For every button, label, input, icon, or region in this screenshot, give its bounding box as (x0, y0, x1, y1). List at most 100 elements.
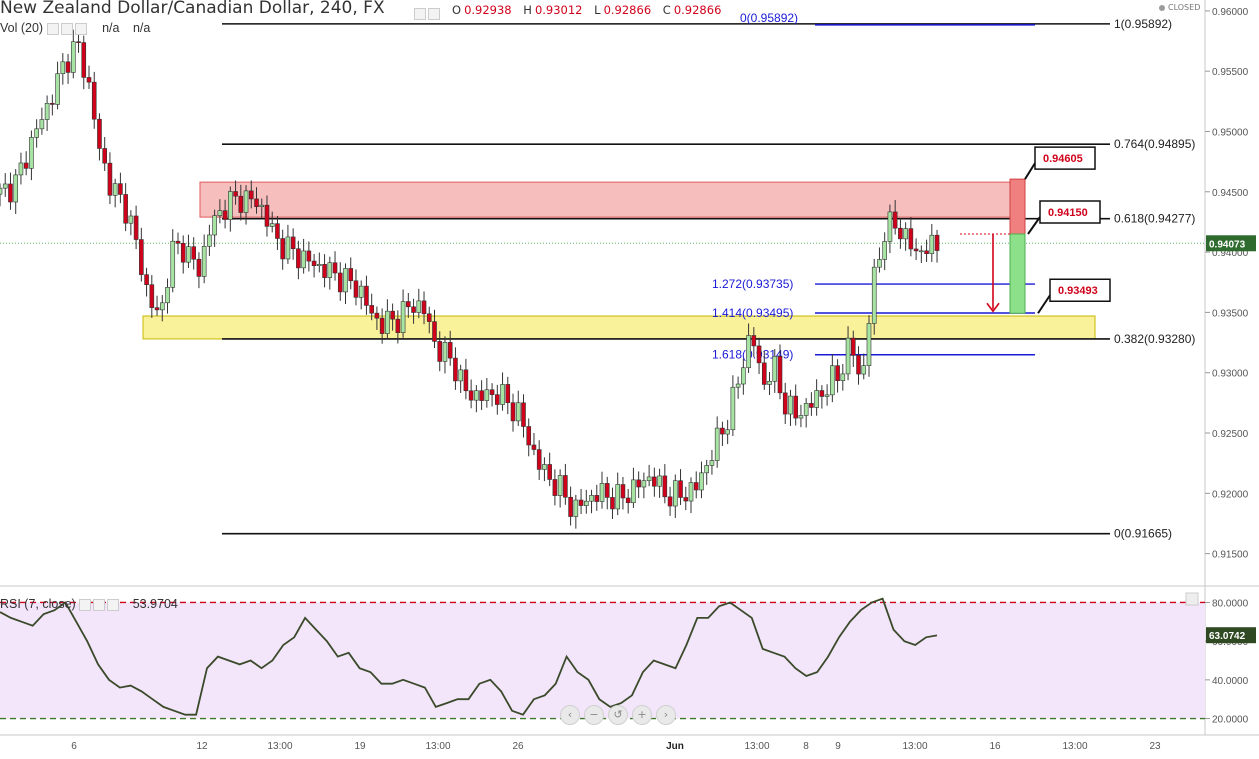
close-icon[interactable] (107, 598, 120, 611)
zoom-in-icon[interactable]: + (632, 705, 652, 725)
stop-callout-box (1034, 146, 1096, 170)
bearish-candle (81, 42, 87, 78)
bullish-candle (228, 191, 233, 220)
bearish-candle (50, 102, 55, 105)
bullish-candle (735, 383, 741, 388)
rsi-label[interactable]: RSI (7, close) (0, 597, 76, 611)
bearish-candle (913, 248, 919, 252)
bearish-candle (552, 479, 558, 496)
fib-level-label: 0(0.91665) (1114, 527, 1172, 541)
stop-callout-label: 0.94605 (1043, 153, 1083, 165)
time-axis-label: 23 (1149, 741, 1161, 752)
bearish-candle (390, 310, 395, 320)
bearish-candle (437, 341, 443, 362)
bullish-candle (803, 403, 809, 416)
target-callout-box (1049, 278, 1111, 302)
market-status: CLOSED (1159, 3, 1200, 12)
bullish-candle (442, 342, 448, 362)
price-axis-strip (1205, 0, 1259, 735)
bullish-candle (877, 259, 882, 268)
bearish-candle (91, 81, 97, 120)
bearish-candle (364, 285, 369, 306)
time-axis-label: 19 (354, 741, 366, 752)
rsi-tick-label: 40.0000 (1212, 676, 1249, 687)
bullish-candle (824, 394, 830, 397)
time-axis-label: 26 (512, 741, 524, 752)
entry-callout-label: 0.94150 (1048, 207, 1088, 219)
bullish-candle (259, 204, 265, 208)
bearish-candle (8, 183, 13, 203)
time-axis-label: 9 (835, 741, 841, 752)
bearish-candle (489, 389, 495, 395)
bearish-candle (856, 355, 861, 375)
current-price-badge (1206, 235, 1256, 252)
bearish-candle (254, 198, 259, 208)
bullish-candle (589, 495, 594, 502)
time-axis-label: 6 (71, 741, 77, 752)
bearish-candle (819, 390, 825, 397)
ohlc-low-value: 0.92866 (603, 3, 652, 17)
bearish-candle (447, 342, 453, 359)
bearish-candle (107, 162, 113, 196)
zoom-out-icon[interactable]: − (584, 705, 604, 725)
bullish-candle (18, 162, 24, 176)
eye-icon[interactable] (414, 7, 426, 20)
settings-icon[interactable] (60, 22, 73, 35)
bullish-candle (830, 365, 835, 396)
bullish-candle (767, 380, 772, 385)
bearish-candle (322, 264, 327, 278)
bearish-candle (144, 274, 149, 286)
target-callout-label: 0.93493 (1058, 285, 1098, 297)
eye-icon[interactable] (46, 22, 59, 35)
bearish-candle (563, 475, 568, 498)
fib-level-label: 0.764(0.94895) (1114, 137, 1195, 151)
ohlc-low-label: L (594, 3, 601, 17)
support-zone (142, 315, 1096, 340)
volume-label[interactable]: Vol (20) (0, 21, 44, 35)
bullish-candle (688, 482, 694, 502)
fib-level-label: 0.618(0.94277) (1114, 212, 1195, 226)
eye-icon[interactable] (79, 598, 92, 611)
bearish-candle (667, 496, 673, 507)
time-axis-label: 16 (989, 741, 1001, 752)
symbol-title[interactable]: New Zealand Dollar/Canadian Dollar, 240,… (0, 0, 385, 18)
arrow-right-icon[interactable]: › (656, 705, 676, 725)
bearish-candle (620, 484, 626, 499)
bearish-candle (374, 312, 380, 319)
reset-icon[interactable]: ↺ (608, 705, 628, 725)
fib-level-label: 0.382(0.93280) (1114, 332, 1195, 346)
bullish-candle (186, 246, 191, 263)
price-tick-label: 0.95500 (1212, 67, 1249, 78)
price-tick-label: 0.95000 (1212, 127, 1249, 138)
bearish-candle (850, 337, 856, 356)
bearish-candle (463, 369, 469, 392)
bullish-candle (882, 241, 887, 260)
bullish-candle (840, 373, 846, 381)
price-tick-label: 0.96000 (1212, 7, 1249, 18)
fib-extension-label: 1.414(0.93495) (712, 306, 793, 320)
bearish-candle (180, 243, 186, 263)
bearish-candle (369, 305, 374, 314)
bullish-candle (814, 390, 819, 408)
bearish-candle (505, 384, 511, 403)
bearish-candle (536, 449, 542, 470)
close-icon[interactable] (74, 22, 87, 35)
settings-icon[interactable] (93, 598, 106, 611)
bearish-candle (233, 191, 238, 197)
price-tick-label: 0.92500 (1212, 429, 1249, 440)
current-price-badge-label: 0.94073 (1209, 239, 1246, 250)
bearish-candle (154, 307, 160, 311)
entry-callout-pointer (1027, 216, 1041, 235)
bearish-candle (102, 148, 107, 164)
time-axis-label: 13:00 (744, 741, 769, 752)
stop-loss-box (1009, 178, 1026, 235)
settings-icon[interactable] (428, 7, 440, 20)
bearish-candle (610, 497, 615, 510)
bearish-candle (337, 272, 343, 293)
bearish-candle (421, 300, 427, 315)
bearish-candle (139, 239, 144, 275)
arrow-left-icon[interactable]: ‹ (560, 705, 580, 725)
bullish-candle (39, 119, 45, 130)
rsi-current-badge (1206, 627, 1256, 644)
